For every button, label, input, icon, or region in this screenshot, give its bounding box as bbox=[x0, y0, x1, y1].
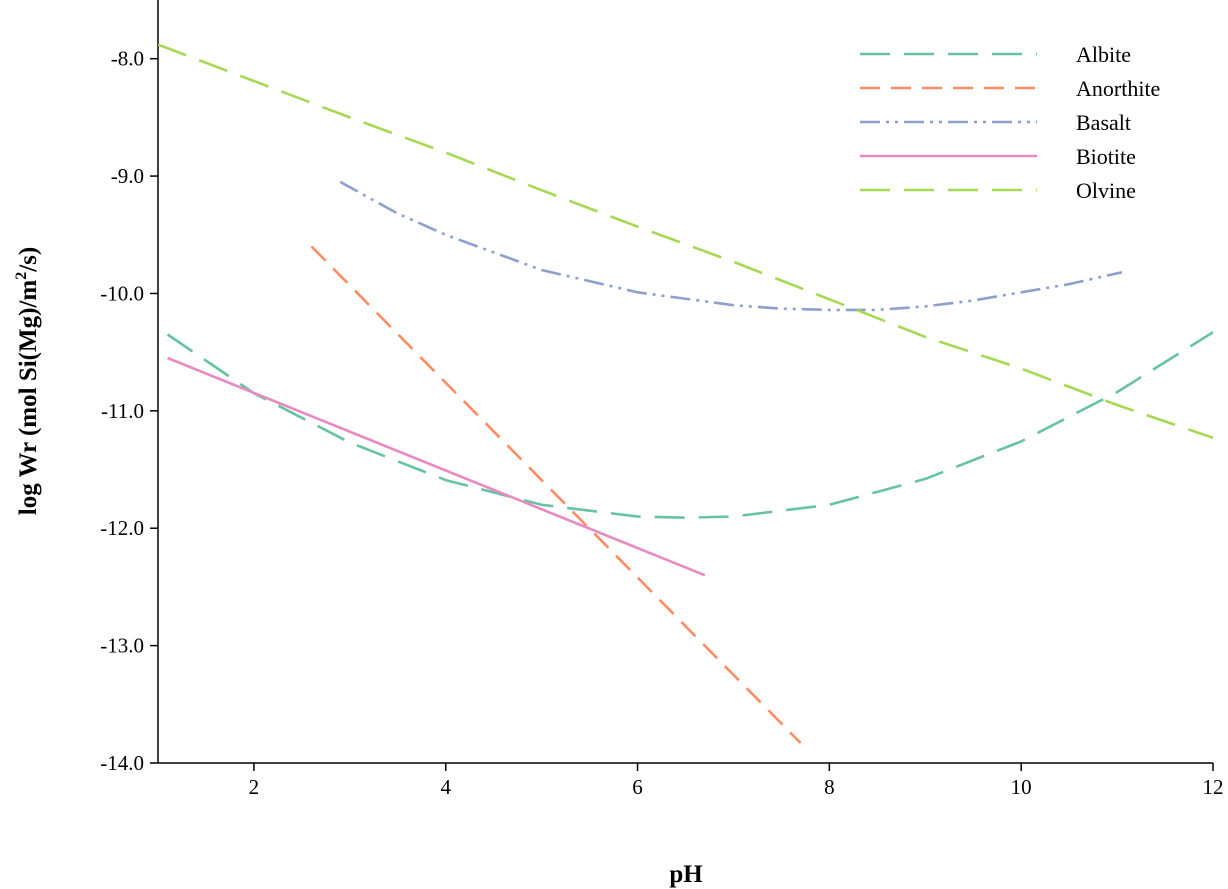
x-tick-label: 10 bbox=[1011, 775, 1032, 799]
series-line-anorthite bbox=[310, 245, 802, 744]
y-axis-title-end: /s) bbox=[15, 247, 42, 273]
series-group bbox=[158, 43, 1213, 744]
legend: Albite Anorthite Basalt Biotite Olvine bbox=[860, 42, 1160, 203]
legend-label-anorthite: Anorthite bbox=[1076, 76, 1160, 101]
series-line-biotite bbox=[167, 356, 706, 577]
y-tick-label: -11.0 bbox=[101, 399, 144, 423]
x-tick-label: 12 bbox=[1203, 775, 1224, 799]
x-tick-label: 4 bbox=[440, 775, 451, 799]
x-tick-label: 2 bbox=[249, 775, 260, 799]
x-tick-label: 8 bbox=[824, 775, 835, 799]
legend-label-albite: Albite bbox=[1076, 42, 1131, 67]
y-tick-label: -8.0 bbox=[111, 47, 144, 71]
legend-label-basalt: Basalt bbox=[1076, 110, 1131, 135]
y-tick-label: -10.0 bbox=[100, 281, 144, 305]
series-line-albite bbox=[166, 331, 1213, 520]
series-line-olvine bbox=[158, 43, 1213, 440]
x-axis-title: pH bbox=[669, 861, 703, 888]
legend-label-biotite: Biotite bbox=[1076, 144, 1136, 169]
y-axis-title-superscript: 2 bbox=[13, 272, 30, 280]
y-tick-label: -14.0 bbox=[100, 751, 144, 775]
legend-label-olvine: Olvine bbox=[1076, 178, 1136, 203]
y-axis-title: log Wr (mol Si(Mg)/m2/s) bbox=[13, 247, 42, 515]
y-tick-label: -12.0 bbox=[100, 516, 144, 540]
y-tick-label: -13.0 bbox=[100, 634, 144, 658]
axes: 2 4 6 8 10 12 -8.0 -9.0 -10.0 -11.0 -12.0 -13.0 -14.… bbox=[100, 0, 1224, 799]
x-tick-label: 6 bbox=[632, 775, 643, 799]
y-axis-title-main: log Wr (mol Si(Mg)/m bbox=[15, 280, 42, 516]
y-tick-label: -9.0 bbox=[111, 164, 144, 188]
series-line-basalt bbox=[339, 180, 1123, 312]
